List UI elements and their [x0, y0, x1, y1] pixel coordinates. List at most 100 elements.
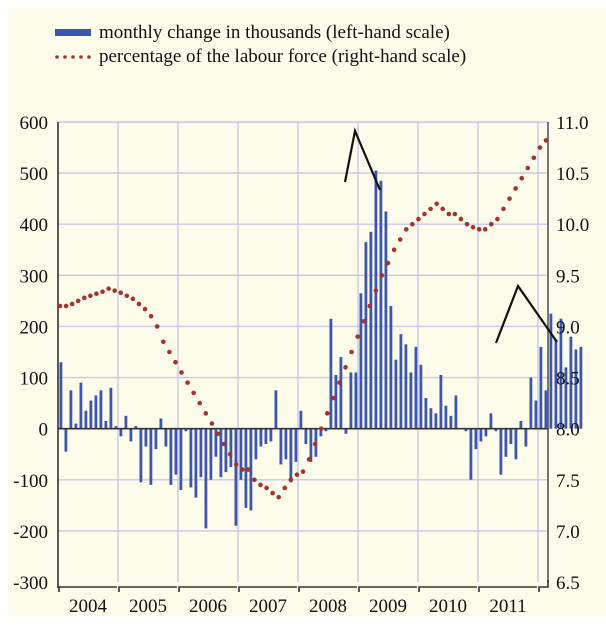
- bar: [284, 428, 288, 460]
- left-tick-label: 400: [20, 215, 49, 236]
- bar: [484, 428, 488, 437]
- legend-label-line: percentage of the labour force (right-ha…: [99, 46, 466, 67]
- bar: [419, 364, 423, 429]
- bar: [159, 418, 163, 429]
- line-point: [367, 303, 373, 309]
- bar: [169, 428, 173, 485]
- line-point: [203, 411, 209, 416]
- bar: [489, 413, 493, 429]
- bar: [379, 180, 383, 429]
- left-tick-label: 100: [20, 369, 49, 390]
- left-tick-label: 200: [20, 317, 49, 338]
- line-point: [306, 457, 312, 462]
- line-point: [385, 260, 391, 266]
- bar: [534, 400, 538, 429]
- bar: [414, 346, 418, 429]
- right-tick-label: 9.0: [556, 317, 580, 338]
- bar: [439, 375, 443, 429]
- bar: [344, 428, 348, 434]
- line-point: [519, 175, 524, 181]
- bar: [174, 428, 178, 475]
- right-tick-label: 8.0: [556, 420, 580, 441]
- bar: [144, 428, 148, 447]
- line-point: [464, 221, 470, 227]
- bar: [224, 428, 228, 473]
- chart-panel: monthly change in thousands (left-hand s…: [8, 8, 606, 616]
- bar: [539, 346, 543, 429]
- line-point: [197, 400, 203, 406]
- line-point: [300, 469, 306, 474]
- line-point: [82, 295, 87, 301]
- bar: [404, 344, 408, 429]
- x-tick-label: 2007: [249, 596, 287, 616]
- bar: [69, 390, 73, 429]
- bar: [129, 428, 133, 442]
- bar: [544, 390, 548, 429]
- right-tick-label: 10.5: [556, 164, 589, 185]
- bar: [254, 428, 258, 460]
- bar: [444, 405, 448, 429]
- line-point: [458, 216, 464, 222]
- line-point: [69, 301, 75, 307]
- line-point: [495, 216, 500, 222]
- x-bracket: [478, 586, 537, 592]
- peak-marker-2011: [494, 283, 558, 344]
- annotations: [343, 127, 558, 344]
- line-point: [361, 319, 367, 324]
- line-point: [343, 365, 348, 370]
- x-bracket: [418, 586, 477, 592]
- bar: [279, 428, 283, 465]
- bar: [204, 428, 208, 529]
- bar: [179, 428, 183, 490]
- bar: [199, 428, 203, 478]
- bar: [449, 415, 453, 429]
- legend-dots-swatch: [55, 55, 91, 59]
- bar: [189, 428, 193, 488]
- bar: [244, 428, 248, 508]
- line-point: [160, 339, 166, 345]
- line-point: [179, 370, 184, 375]
- bar: [94, 395, 98, 429]
- bar: [469, 428, 473, 480]
- bar-series: [59, 170, 583, 529]
- bar: [349, 372, 353, 429]
- bar: [474, 428, 478, 450]
- line-point: [294, 472, 300, 477]
- bar: [569, 336, 573, 429]
- left-tick-label: -100: [13, 471, 48, 492]
- bar: [514, 428, 518, 460]
- line-point: [331, 395, 336, 401]
- bar: [194, 428, 198, 498]
- bar: [79, 382, 83, 429]
- legend-bar-swatch: [55, 29, 91, 36]
- line-point: [282, 485, 288, 491]
- line-point: [246, 467, 251, 472]
- line-point: [288, 477, 294, 483]
- line-point: [227, 451, 233, 457]
- x-tick-label: 2010: [429, 596, 467, 616]
- line-point: [513, 186, 518, 191]
- line-point: [543, 138, 549, 143]
- right-tick-label: 7.0: [556, 522, 580, 543]
- line-point: [489, 221, 494, 227]
- right-tick-label: 6.5: [556, 573, 580, 594]
- line-series: [57, 138, 549, 500]
- bar: [564, 367, 568, 429]
- bar: [324, 428, 328, 432]
- right-axis-ticks: 6.5 7.0 7.5 8.0 8.5 9.0 9.5 10.0 10.5 11.0: [556, 113, 589, 594]
- x-tick-label: 2011: [489, 596, 526, 616]
- line-point: [209, 421, 215, 426]
- line-point: [391, 247, 397, 253]
- line-point: [482, 227, 488, 232]
- line-point: [276, 494, 282, 500]
- line-point: [118, 290, 124, 296]
- bar: [464, 428, 468, 432]
- bar: [304, 428, 308, 444]
- line-point: [154, 324, 160, 329]
- bar: [549, 313, 553, 429]
- line-point: [264, 485, 269, 491]
- bar: [89, 400, 93, 429]
- x-axis-ticks: 2004 2005 2006 2007 2008 2009 2010 2011: [57, 580, 549, 616]
- x-tick-label: 2004: [69, 596, 108, 616]
- bar: [354, 372, 358, 429]
